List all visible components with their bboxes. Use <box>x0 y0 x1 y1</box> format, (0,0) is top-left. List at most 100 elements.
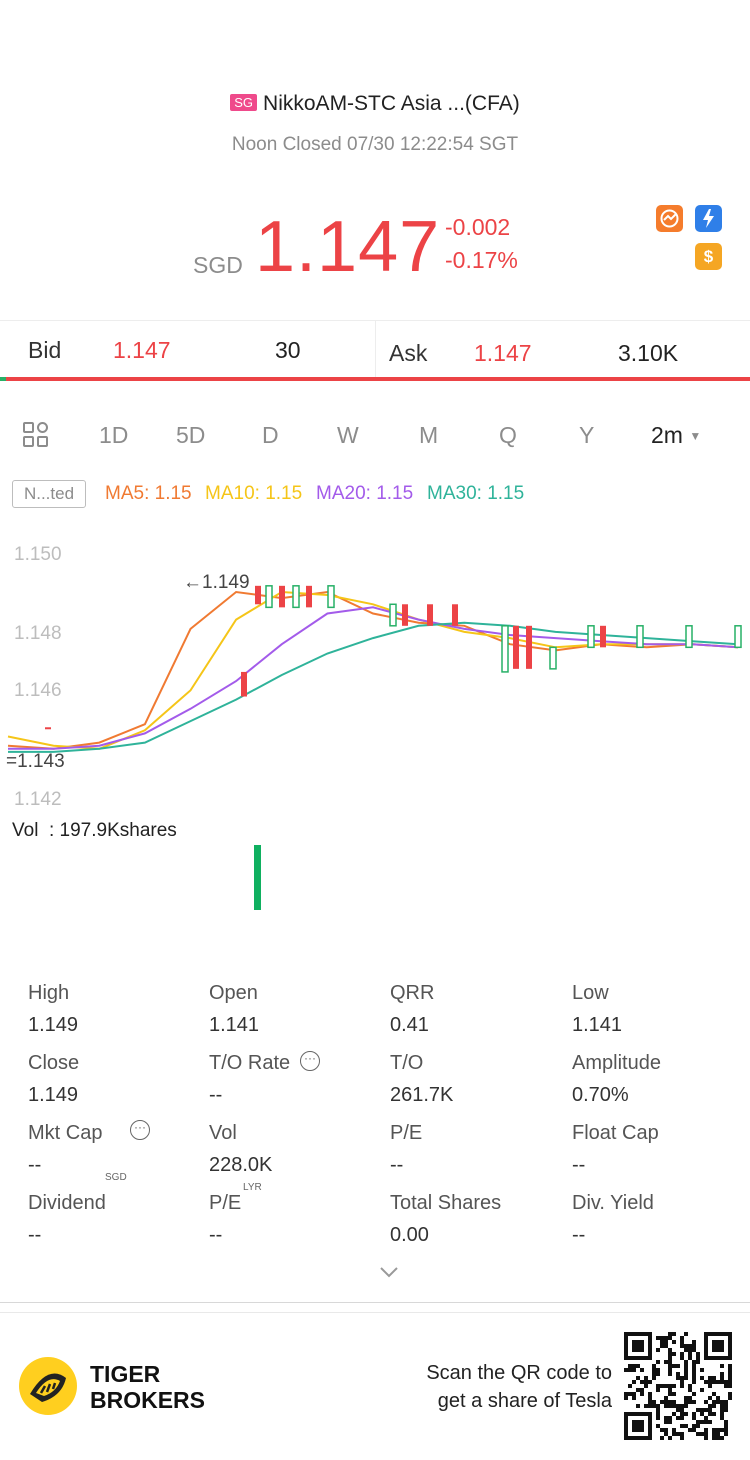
price-chart[interactable]: 1.150 1.148 1.146 1.142 ←1.149 =1.143 Vo… <box>0 530 750 920</box>
pe-lyr-superscript: LYR <box>243 1182 262 1193</box>
candle-1 <box>241 671 247 697</box>
ma20-label: MA20: 1.15 <box>316 483 414 504</box>
stat-label-float-cap: Float Cap <box>572 1122 659 1144</box>
tiger-logo-icon <box>18 1356 78 1421</box>
chart-badge-icon[interactable] <box>656 205 683 232</box>
stat-label-low: Low <box>572 982 609 1004</box>
candle-20 <box>734 625 742 649</box>
stat-label-t-o: T/O <box>390 1052 424 1074</box>
bid-price: 1.147 <box>113 337 171 363</box>
candle-12 <box>501 625 509 673</box>
ma10-label: MA10: 1.15 <box>205 483 303 504</box>
price-change: -0.002 <box>445 214 511 240</box>
candle-8 <box>389 603 397 627</box>
high-marker-label: ←1.149 <box>183 572 250 593</box>
tab-5d[interactable]: 5D <box>176 422 206 448</box>
ma10-line <box>7 590 739 750</box>
ask-ratio-bar <box>6 377 750 381</box>
candle-19 <box>685 625 693 649</box>
grid-menu-icon[interactable] <box>22 421 50 454</box>
security-name[interactable]: NikkoAM-STC Asia ...(CFA) <box>263 92 520 115</box>
expand-chevron-icon[interactable] <box>380 1265 398 1283</box>
candle-2 <box>255 585 261 605</box>
qr-caption-1: Scan the QR code to <box>426 1362 612 1384</box>
stat-label-p-e: P/E <box>209 1192 242 1214</box>
interval-selector[interactable]: 2m ▼ <box>651 422 701 449</box>
brand-name: TIGER BROKERS <box>90 1361 205 1413</box>
currency-label: SGD <box>193 252 243 278</box>
bid-ratio-bar <box>0 377 6 381</box>
low-marker-label: =1.143 <box>6 751 65 772</box>
stat-label-amplitude: Amplitude <box>572 1052 661 1074</box>
ma20-line <box>8 606 739 750</box>
candle-7 <box>327 585 335 609</box>
volume-label: Vol : 197.9Kshares <box>12 820 177 841</box>
stat-value-amplitude: 0.70% <box>572 1084 629 1106</box>
tab-y[interactable]: Y <box>579 422 595 448</box>
security-title-row: SG NikkoAM-STC Asia ...(CFA) <box>0 92 750 116</box>
tab-q[interactable]: Q <box>499 422 517 448</box>
candle-4 <box>279 585 285 608</box>
ma5-label: MA5: 1.15 <box>105 483 192 504</box>
stat-value-t-o-rate: -- <box>209 1084 223 1106</box>
tab-m[interactable]: M <box>419 422 439 448</box>
stat-value-float-cap: -- <box>572 1154 586 1176</box>
stat-value-p-e: -- <box>390 1154 404 1176</box>
candle-10 <box>427 604 433 626</box>
y-tick-1146: 1.146 <box>14 680 62 701</box>
tab-d[interactable]: D <box>262 422 279 448</box>
tab-w[interactable]: W <box>337 422 359 448</box>
chevron-down-icon: ▼ <box>689 429 702 443</box>
flash-icon[interactable] <box>695 205 722 232</box>
bid-ask-bar: Bid 1.147 30 Ask 1.147 3.10K <box>0 320 750 379</box>
qr-code-icon[interactable] <box>624 1332 732 1440</box>
stat-value-vol: 228.0K <box>209 1154 273 1176</box>
footer-divider-2 <box>0 1312 750 1313</box>
stat-label-dividend: Dividend <box>28 1192 106 1214</box>
market-badge: SG <box>230 94 258 111</box>
candle-5 <box>292 585 300 609</box>
ask-price: 1.147 <box>474 340 532 366</box>
ask-size: 3.10K <box>618 340 679 366</box>
candle-15 <box>549 646 557 670</box>
tab-1d[interactable]: 1D <box>99 422 129 448</box>
ma30-line <box>8 621 739 753</box>
brand-line-1: TIGER <box>90 1361 161 1387</box>
candle-16 <box>587 625 595 649</box>
stat-value-div-yield: -- <box>572 1224 586 1246</box>
stat-label-open: Open <box>209 982 258 1004</box>
price-change-percent: -0.17% <box>445 247 518 273</box>
stat-label-div-yield: Div. Yield <box>572 1192 654 1214</box>
volume-bar-0 <box>254 845 261 910</box>
bid-ask-divider <box>375 321 376 379</box>
candle-9 <box>402 604 408 626</box>
stat-value-high: 1.149 <box>28 1014 79 1036</box>
candle-17 <box>600 625 606 648</box>
ma5-line <box>7 590 739 750</box>
last-price: 1.147 <box>255 207 441 287</box>
stat-label-total-shares: Total Shares <box>390 1192 502 1214</box>
bid-label: Bid <box>28 337 62 363</box>
candle-6 <box>306 585 312 608</box>
stat-value-qrr: 0.41 <box>390 1014 429 1036</box>
candle-18 <box>636 625 644 649</box>
stat-label-high: High <box>28 982 70 1004</box>
mkt-cap-currency-superscript: SGD <box>105 1172 127 1183</box>
mkt-cap-info-icon[interactable]: ··· <box>130 1120 150 1140</box>
candle-0 <box>45 727 51 730</box>
market-status: Noon Closed 07/30 12:22:54 SGT <box>231 134 519 155</box>
stat-value-p-e: -- <box>209 1224 223 1246</box>
bid-size: 30 <box>275 337 301 363</box>
stat-value-total-shares: 0.00 <box>390 1224 429 1246</box>
notes-button[interactable]: N...ted <box>12 480 86 508</box>
stat-value-dividend: -- <box>28 1224 42 1246</box>
footer-divider <box>0 1302 750 1303</box>
candle-3 <box>265 585 273 609</box>
interval-label: 2m <box>651 422 683 448</box>
to-rate-info-icon[interactable]: ··· <box>300 1051 320 1071</box>
dollar-icon[interactable]: $ <box>695 243 722 270</box>
stat-value-mkt-cap: -- <box>28 1154 42 1176</box>
candle-13 <box>513 625 519 669</box>
stat-label-t-o-rate: T/O Rate <box>209 1052 291 1074</box>
brand-line-2: BROKERS <box>90 1387 206 1413</box>
